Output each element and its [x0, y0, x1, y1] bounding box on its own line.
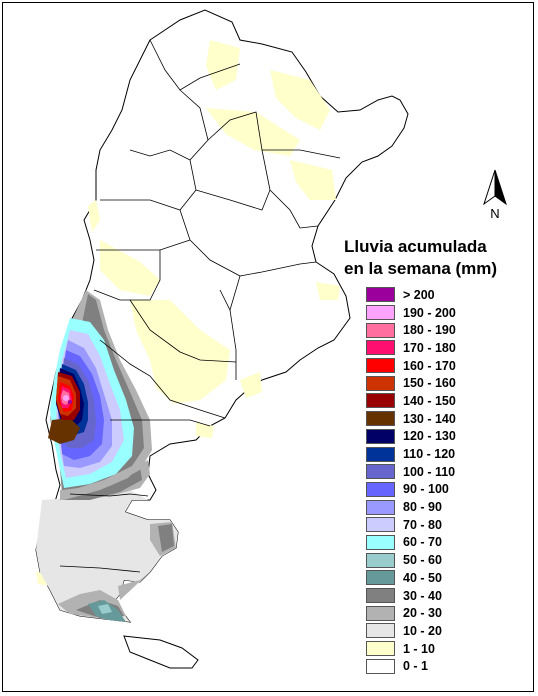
legend-label: 190 - 200: [403, 305, 456, 320]
legend-item: 30 - 40: [366, 587, 456, 605]
legend-label: 40 - 50: [403, 570, 442, 585]
legend-label: 20 - 30: [403, 606, 442, 621]
legend-label: 10 - 20: [403, 623, 442, 638]
legend-item: 160 - 170: [366, 357, 456, 375]
legend-swatch: [366, 658, 395, 674]
legend-item: 100 - 110: [366, 463, 456, 481]
legend-label: 130 - 140: [403, 411, 456, 426]
legend-label: 170 - 180: [403, 340, 456, 355]
legend-swatch: [366, 428, 395, 444]
legend-swatch: [366, 605, 395, 621]
legend-label: > 200: [403, 287, 435, 302]
legend-title-line2: en la semana (mm): [344, 259, 498, 278]
legend: > 200 190 - 200 180 - 190 170 - 180 160 - 17…: [366, 286, 456, 675]
legend-item: 50 - 60: [366, 551, 456, 569]
legend-item: 1 - 10: [366, 640, 456, 658]
legend-item: 90 - 100: [366, 481, 456, 499]
legend-swatch: [366, 534, 395, 550]
rain-10-20-area: [36, 490, 178, 622]
legend-item: 40 - 50: [366, 569, 456, 587]
legend-swatch: [366, 287, 395, 303]
legend-item: 120 - 130: [366, 428, 456, 446]
legend-swatch: [366, 552, 395, 568]
legend-label: 100 - 110: [403, 464, 456, 479]
legend-item: 0 - 1: [366, 657, 456, 675]
legend-swatch: [366, 499, 395, 515]
legend-item: 70 - 80: [366, 516, 456, 534]
legend-label: 140 - 150: [403, 393, 456, 408]
legend-swatch: [366, 641, 395, 657]
legend-swatch: [366, 623, 395, 639]
legend-label: 150 - 160: [403, 376, 456, 391]
legend-swatch: [366, 393, 395, 409]
legend-swatch: [366, 411, 395, 427]
legend-label: 60 - 70: [403, 535, 442, 550]
legend-label: 110 - 120: [403, 447, 456, 462]
legend-swatch: [366, 305, 395, 321]
legend-swatch: [366, 517, 395, 533]
legend-swatch: [366, 446, 395, 462]
legend-swatch: [366, 375, 395, 391]
province-boundaries: [59, 39, 341, 573]
legend-item: 140 - 150: [366, 392, 456, 410]
legend-swatch: [366, 358, 395, 374]
legend-swatch: [366, 588, 395, 604]
north-label: N: [490, 206, 500, 221]
legend-label: 1 - 10: [403, 641, 435, 656]
legend-swatch: [366, 570, 395, 586]
legend-item: 170 - 180: [366, 339, 456, 357]
legend-label: 160 - 170: [403, 358, 456, 373]
legend-label: 30 - 40: [403, 588, 442, 603]
legend-title-line1: Lluvia acumulada: [344, 237, 487, 256]
north-arrow: N: [478, 168, 512, 224]
legend-item: 110 - 120: [366, 445, 456, 463]
legend-label: 180 - 190: [403, 323, 456, 338]
legend-item: 20 - 30: [366, 604, 456, 622]
legend-item: 60 - 70: [366, 534, 456, 552]
legend-label: 0 - 1: [403, 659, 429, 674]
legend-item: 10 - 20: [366, 622, 456, 640]
legend-swatch: [366, 322, 395, 338]
legend-swatch: [366, 464, 395, 480]
legend-label: 120 - 130: [403, 429, 456, 444]
legend-item: 130 - 140: [366, 410, 456, 428]
legend-item: 150 - 160: [366, 374, 456, 392]
legend-label: 70 - 80: [403, 517, 442, 532]
north-arrow-icon: [483, 169, 507, 206]
legend-item: > 200: [366, 286, 456, 304]
legend-item: 190 - 200: [366, 304, 456, 322]
legend-swatch: [366, 340, 395, 356]
tierra-del-fuego: [123, 635, 199, 669]
legend-swatch: [366, 481, 395, 497]
legend-label: 80 - 90: [403, 500, 442, 515]
legend-label: 90 - 100: [403, 482, 449, 497]
legend-item: 80 - 90: [366, 498, 456, 516]
legend-item: 180 - 190: [366, 321, 456, 339]
legend-label: 50 - 60: [403, 553, 442, 568]
legend-title: Lluvia acumulada en la semana (mm): [344, 236, 497, 280]
